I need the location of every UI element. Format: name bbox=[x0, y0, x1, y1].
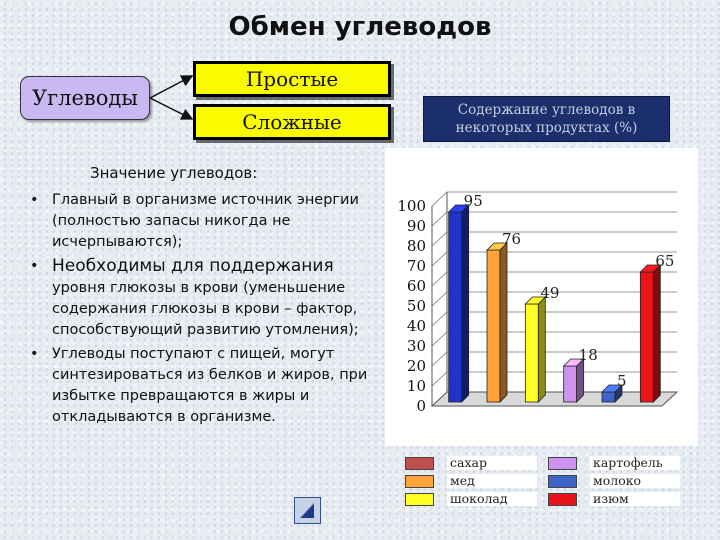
y-tick-label: 70 bbox=[407, 257, 426, 275]
legend-label: молоко bbox=[590, 474, 680, 488]
bar-top bbox=[562, 358, 585, 367]
y-tick-label: 90 bbox=[407, 217, 426, 235]
bullet-item: • Необходимы для поддержания уровня глюк… bbox=[30, 256, 380, 341]
legend-item: сахар bbox=[405, 456, 537, 470]
chart-gridline bbox=[431, 191, 677, 207]
y-tick-label: 20 bbox=[407, 357, 426, 375]
bar-data-label: 49 bbox=[540, 284, 559, 302]
y-tick-label: 100 bbox=[397, 197, 426, 215]
bar-side bbox=[537, 296, 546, 403]
legend-label: шоколад bbox=[447, 492, 537, 506]
bullet-text: уровня глюкозы в крови (уменьшение содер… bbox=[52, 280, 359, 338]
bar-front bbox=[524, 303, 539, 403]
chart-gridline bbox=[431, 271, 677, 287]
bar-data-label: 76 bbox=[502, 230, 521, 248]
chart-gridline bbox=[431, 211, 677, 227]
bar-side bbox=[652, 264, 661, 403]
chart-gridline bbox=[431, 291, 677, 307]
legend-swatch bbox=[548, 475, 577, 488]
bar-front bbox=[448, 211, 463, 403]
complex-carbs-box: Сложные bbox=[193, 104, 391, 140]
y-tick-label: 0 bbox=[416, 397, 426, 415]
bar-top bbox=[601, 384, 623, 393]
legend-item: мед bbox=[405, 474, 537, 488]
chart-gridline bbox=[431, 251, 677, 267]
legend-label: картофель bbox=[590, 456, 680, 470]
significance-heading: Значение углеводов: bbox=[90, 164, 258, 182]
chart-gridline bbox=[431, 351, 677, 367]
bar-front bbox=[563, 365, 578, 403]
bullet-text: Углеводы поступают с пищей, могут синтез… bbox=[52, 346, 368, 425]
y-tick-label: 80 bbox=[407, 237, 426, 255]
bar-data-label: 65 bbox=[655, 252, 674, 270]
legend-item: изюм bbox=[548, 492, 680, 506]
arrow-to-simple bbox=[149, 75, 194, 99]
legend-item: молоко bbox=[548, 474, 680, 488]
slide-title: Обмен углеводов bbox=[228, 12, 492, 42]
y-tick-label: 60 bbox=[407, 277, 426, 295]
bullet-item: • Главный в организме источник энергии (… bbox=[30, 190, 380, 253]
bar-side bbox=[499, 242, 508, 403]
bar-side bbox=[461, 204, 470, 403]
chart-legend: сахар картофель мед молоко шоколад изюм bbox=[405, 454, 685, 508]
bar-top bbox=[524, 296, 547, 305]
legend-item: картофель bbox=[548, 456, 680, 470]
bar-front bbox=[486, 249, 501, 403]
legend-label: изюм bbox=[590, 492, 680, 506]
y-tick-label: 50 bbox=[407, 297, 426, 315]
legend-swatch bbox=[405, 493, 434, 506]
chart-gridline bbox=[431, 311, 677, 327]
legend-swatch bbox=[548, 457, 577, 470]
bullet-dot-icon: • bbox=[30, 258, 39, 274]
chart-gridline bbox=[431, 231, 677, 247]
significance-list: • Главный в организме источник энергии (… bbox=[30, 190, 380, 431]
simple-carbs-box: Простые bbox=[193, 61, 391, 97]
bullet-dot-icon: • bbox=[30, 346, 39, 362]
legend-label: мед bbox=[447, 474, 537, 488]
legend-swatch bbox=[548, 493, 577, 506]
carbohydrates-box: Углеводы bbox=[20, 76, 150, 120]
arrow-to-complex bbox=[149, 97, 194, 120]
bar-top bbox=[486, 242, 508, 251]
bar-data-label: 95 bbox=[464, 192, 483, 210]
bullet-text: Главный в организме источник энергии (по… bbox=[52, 192, 359, 250]
y-tick-label: 40 bbox=[407, 317, 426, 335]
legend-swatch bbox=[405, 457, 434, 470]
bullet-dot-icon: • bbox=[30, 192, 39, 208]
bar-data-label: 5 bbox=[617, 372, 627, 390]
bullet-item: • Углеводы поступают с пищей, могут синт… bbox=[30, 344, 380, 428]
bullet-lead: Необходимы для поддержания bbox=[52, 256, 334, 276]
bar-data-label: 18 bbox=[579, 346, 598, 364]
chart-gridline bbox=[431, 371, 677, 387]
bar-front bbox=[639, 271, 654, 403]
legend-label: сахар bbox=[447, 456, 537, 470]
legend-item: шоколад bbox=[405, 492, 537, 506]
y-tick-label: 10 bbox=[407, 377, 426, 395]
chart-gridline bbox=[431, 331, 677, 347]
back-triangle-icon bbox=[299, 502, 315, 519]
back-button[interactable] bbox=[294, 497, 321, 524]
bar-top bbox=[639, 264, 662, 273]
legend-swatch bbox=[405, 475, 434, 488]
y-tick-label: 30 bbox=[407, 337, 426, 355]
bar-top bbox=[447, 204, 470, 213]
bar-front bbox=[601, 391, 616, 403]
chart-title: Содержание углеводов в некоторых продукт… bbox=[423, 96, 670, 142]
